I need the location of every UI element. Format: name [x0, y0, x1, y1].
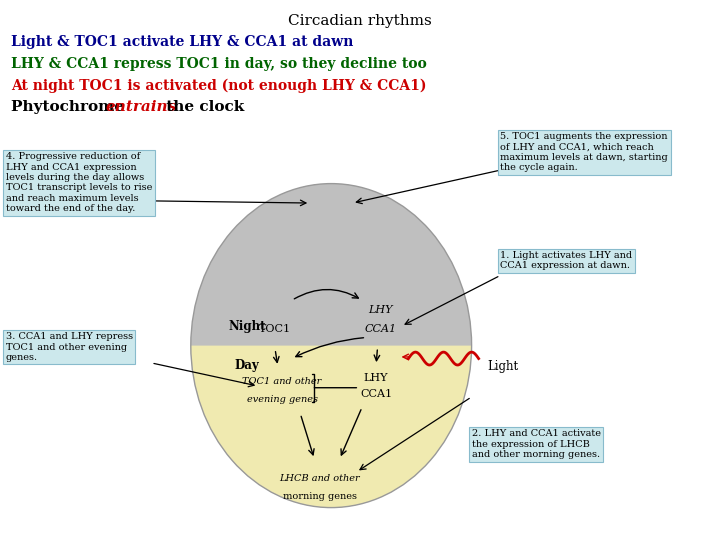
Text: TOC1: TOC1	[259, 325, 291, 334]
Text: Light & TOC1 activate LHY & CCA1 at dawn: Light & TOC1 activate LHY & CCA1 at dawn	[11, 35, 354, 49]
Polygon shape	[191, 346, 472, 508]
Text: LHCB and other: LHCB and other	[279, 474, 360, 483]
Text: evening genes: evening genes	[246, 395, 318, 403]
Text: Phytochrome: Phytochrome	[11, 100, 129, 114]
Text: 3. CCA1 and LHY repress
TOC1 and other evening
genes.: 3. CCA1 and LHY repress TOC1 and other e…	[6, 332, 133, 362]
Text: LHY & CCA1 repress TOC1 in day, so they decline too: LHY & CCA1 repress TOC1 in day, so they …	[11, 57, 426, 71]
Text: CCA1: CCA1	[360, 389, 392, 399]
Text: morning genes: morning genes	[283, 492, 357, 501]
Text: LHY: LHY	[368, 305, 392, 315]
Text: CCA1: CCA1	[364, 325, 397, 334]
Text: Night: Night	[228, 320, 266, 333]
Text: the clock: the clock	[161, 100, 244, 114]
Text: TOC1 and other: TOC1 and other	[243, 377, 322, 386]
Text: At night TOC1 is activated (not enough LHY & CCA1): At night TOC1 is activated (not enough L…	[11, 78, 426, 93]
Text: LHY: LHY	[364, 373, 388, 383]
Text: 4. Progressive reduction of
LHY and CCA1 expression
levels during the day allows: 4. Progressive reduction of LHY and CCA1…	[6, 152, 152, 213]
Text: 1. Light activates LHY and
CCA1 expression at dawn.: 1. Light activates LHY and CCA1 expressi…	[500, 251, 633, 271]
Text: Day: Day	[235, 359, 259, 372]
Text: entrains: entrains	[106, 100, 177, 114]
Text: Circadian rhythms: Circadian rhythms	[288, 14, 432, 28]
Text: 2. LHY and CCA1 activate
the expression of LHCB
and other morning genes.: 2. LHY and CCA1 activate the expression …	[472, 429, 600, 459]
Ellipse shape	[191, 184, 472, 508]
Text: Light: Light	[487, 360, 518, 373]
Text: 5. TOC1 augments the expression
of LHY and CCA1, which reach
maximum levels at d: 5. TOC1 augments the expression of LHY a…	[500, 132, 668, 172]
